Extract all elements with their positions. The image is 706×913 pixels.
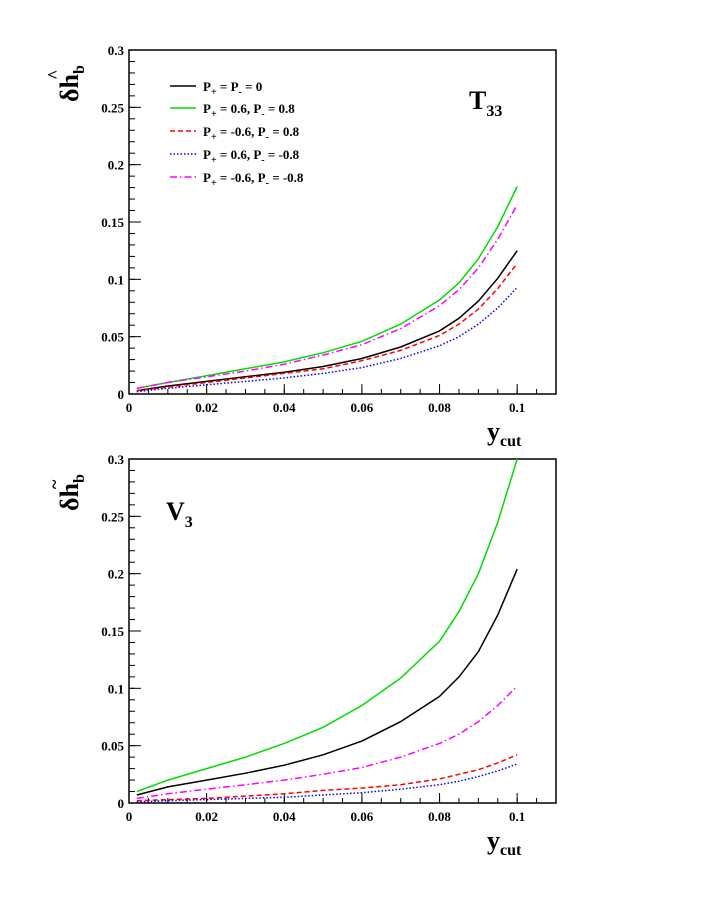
series-lines-bottom — [136, 458, 518, 803]
y-tick-label: 0 — [118, 796, 125, 811]
panel-bottom: 0 0.02 0.04 0.06 0.08 0.1 0 0.05 0.1 0.15 0.2 0.25 0… — [44, 452, 557, 859]
series-line-5 — [136, 204, 518, 390]
x-tick-label: 0.06 — [351, 809, 374, 824]
x-tick-label: 0.1 — [509, 809, 525, 824]
panel-label-sub: 33 — [486, 103, 502, 120]
y-axis-title-bottom: δhb ~ — [44, 474, 88, 511]
y-axis-title-accent: ^ — [44, 70, 64, 80]
y-tick-label: 0 — [118, 387, 125, 402]
y-axis-title-top: δhb ^ — [44, 65, 88, 102]
x-tick-label: 0.06 — [351, 400, 374, 415]
y-axis-title-sub: b — [71, 65, 88, 74]
y-tick-label: 0.05 — [101, 330, 124, 345]
series-line-3 — [136, 262, 518, 392]
y-tick-label: 0.2 — [108, 158, 124, 173]
y-tick-label: 0.1 — [108, 272, 124, 287]
legend-entry: P+ = P- = 0 — [170, 79, 262, 98]
x-axis-title-main: y — [487, 417, 500, 446]
x-tick-label: 0.02 — [195, 809, 218, 824]
series-line-5 — [136, 685, 518, 800]
y-tick-label: 0.2 — [108, 567, 124, 582]
svg-text:δhb: δhb — [55, 474, 88, 511]
legend: P+ = P- = 0 P+ = 0.6, P- = 0.8 P+ = -0.6… — [170, 79, 304, 189]
legend-entry: P+ = -0.6, P- = -0.8 — [170, 170, 304, 189]
y-axis-title-main: δh — [55, 74, 84, 102]
plot-frame-top — [128, 49, 557, 395]
y-tick-label: 0.3 — [108, 43, 125, 58]
y-tick-label: 0.3 — [108, 452, 125, 467]
panel-label-main: T — [469, 86, 486, 115]
x-tick-label: 0 — [126, 809, 133, 824]
legend-label: P+ = P- = 0 — [203, 79, 262, 98]
series-line-1 — [136, 568, 518, 796]
y-axis-title-accent: ~ — [44, 479, 64, 489]
legend-entry: P+ = 0.6, P- = -0.8 — [170, 147, 300, 166]
panel-label-main: V — [166, 497, 185, 526]
legend-label: P+ = -0.6, P- = -0.8 — [203, 170, 304, 189]
series-line-4 — [136, 763, 518, 803]
x-axis-title-top: ycut — [487, 417, 522, 450]
x-tick-label: 0.02 — [195, 400, 218, 415]
series-line-3 — [136, 754, 518, 802]
y-tick-label: 0.15 — [101, 215, 124, 230]
y-tick-label: 0.25 — [101, 100, 124, 115]
series-line-2 — [136, 458, 518, 793]
y-tick-label: 0.1 — [108, 681, 124, 696]
x-axis-title-sub: cut — [500, 842, 522, 859]
y-tick-label: 0.05 — [101, 739, 124, 754]
legend-label: P+ = -0.6, P- = 0.8 — [203, 124, 300, 143]
series-lines-top — [136, 186, 518, 393]
panel-top: 0 0.02 0.04 0.06 0.08 0.1 0 0.05 0.1 0.15 0.2 0.25 0… — [44, 43, 557, 450]
legend-label: P+ = 0.6, P- = -0.8 — [203, 147, 300, 166]
y-axis-title-main: δh — [55, 483, 84, 511]
x-tick-label: 0.1 — [509, 400, 525, 415]
x-axis-title-bottom: ycut — [487, 826, 522, 859]
panel-label-bottom: V3 — [166, 497, 193, 531]
legend-entry: P+ = 0.6, P- = 0.8 — [170, 101, 295, 120]
x-tick-label: 0.04 — [273, 400, 296, 415]
x-axis-title-main: y — [487, 826, 500, 855]
x-axis-title-sub: cut — [500, 433, 522, 450]
y-tick-label: 0.25 — [101, 509, 124, 524]
panel-label-sub: 3 — [185, 514, 193, 531]
panel-label-top: T33 — [469, 86, 502, 120]
series-line-1 — [136, 250, 518, 392]
x-tick-label: 0.08 — [428, 400, 451, 415]
axis-ticks-top: 0 0.02 0.04 0.06 0.08 0.1 0 0.05 0.1 0.15 0.2 0.25 0… — [101, 43, 557, 415]
series-line-2 — [136, 186, 518, 390]
y-tick-label: 0.15 — [101, 624, 124, 639]
x-tick-label: 0.04 — [273, 809, 296, 824]
plot-frame-bottom — [128, 458, 557, 804]
y-axis-title-sub: b — [71, 474, 88, 483]
x-tick-label: 0.08 — [428, 809, 451, 824]
legend-label: P+ = 0.6, P- = 0.8 — [203, 101, 295, 120]
series-line-4 — [136, 286, 518, 393]
axis-ticks-bottom: 0 0.02 0.04 0.06 0.08 0.1 0 0.05 0.1 0.15 0.2 0.25 0… — [101, 452, 557, 824]
legend-entry: P+ = -0.6, P- = 0.8 — [170, 124, 300, 143]
svg-text:δhb: δhb — [55, 65, 88, 102]
x-tick-label: 0 — [126, 400, 133, 415]
